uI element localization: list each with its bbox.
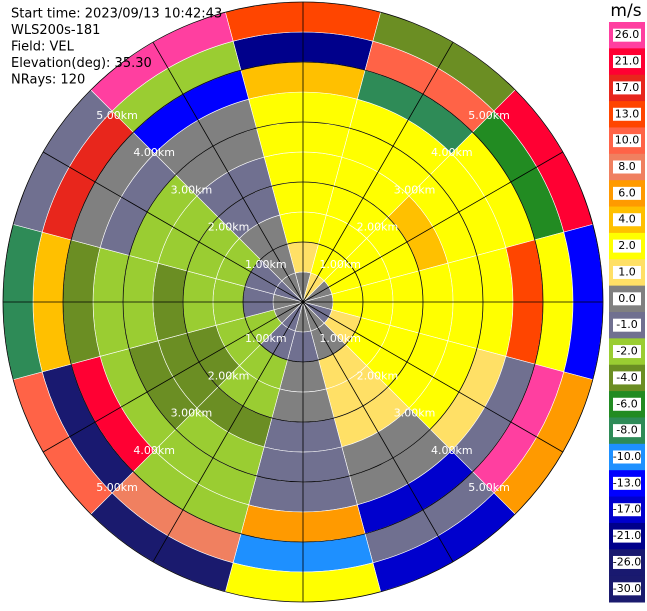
colorbar-label: -17.0	[613, 503, 641, 516]
colorbar-label: 2.0	[618, 239, 636, 252]
range-label: 2.00km	[208, 221, 250, 234]
colorbar-label-box	[613, 503, 641, 517]
colorbar-label-box	[613, 265, 641, 279]
range-label: 1.00km	[319, 258, 361, 271]
colorbar-label-box	[613, 476, 641, 490]
range-ring	[122, 121, 484, 483]
colorbar-label: -26.0	[613, 555, 641, 568]
range-label: 1.00km	[245, 332, 287, 345]
colorbar-label-box	[613, 582, 641, 596]
range-label: 2.00km	[208, 369, 250, 382]
colorbar-label: -8.0	[616, 424, 637, 437]
colorbar-label-box	[613, 292, 641, 306]
colorbar-label: -4.0	[616, 371, 637, 384]
colorbar-label: 1.0	[618, 265, 636, 278]
range-ring	[2, 1, 604, 603]
info-text: NRays: 120	[11, 73, 85, 88]
colorbar-label: -21.0	[613, 529, 641, 542]
colorbar-label-box	[613, 81, 641, 95]
colorbar-label: -10.0	[613, 450, 641, 463]
range-label: 4.00km	[133, 444, 175, 457]
info-text: Elevation(deg): 35.30	[11, 56, 152, 71]
colorbar-label-box	[613, 160, 641, 174]
range-label: 3.00km	[394, 183, 436, 196]
range-label: 2.00km	[357, 221, 399, 234]
colorbar-label-box	[613, 28, 641, 42]
colorbar-label: 0.0	[618, 292, 636, 305]
colorbar-label-box	[613, 529, 641, 543]
colorbar-label-box	[613, 555, 641, 569]
range-label: 1.00km	[319, 332, 361, 345]
colorbar-label-box	[613, 371, 641, 385]
colorbar-label: 26.0	[615, 28, 640, 41]
range-label: 5.00km	[468, 109, 510, 122]
range-label: 4.00km	[133, 146, 175, 159]
colorbar-label: -1.0	[616, 318, 637, 331]
colorbar-label: -2.0	[616, 345, 637, 358]
range-label: 3.00km	[394, 407, 436, 420]
range-label: 3.00km	[171, 407, 213, 420]
colorbar-label-box	[613, 450, 641, 464]
colorbar-label: 8.0	[618, 160, 636, 173]
unit-label: m/s	[610, 1, 641, 21]
colorbar-label: -13.0	[613, 476, 641, 489]
range-label: 4.00km	[431, 444, 473, 457]
range-label: 3.00km	[171, 183, 213, 196]
colorbar-label-box	[613, 318, 641, 332]
colorbar-label: 21.0	[615, 55, 640, 68]
range-ring	[242, 241, 364, 363]
colorbar-label-box	[613, 213, 641, 227]
colorbar-label-box	[613, 134, 641, 148]
colorbar-label: 17.0	[615, 81, 640, 94]
colorbar-label: -30.0	[613, 582, 641, 595]
range-ring	[62, 61, 544, 543]
range-label: 5.00km	[468, 481, 510, 494]
range-label: 5.00km	[96, 109, 138, 122]
ppi-plot: 1.00km 1.00km 1.00km 1.00km 2.00km 2.00km 2.00…	[2, 1, 604, 603]
range-label: 5.00km	[96, 481, 138, 494]
colorbar-label-box	[613, 424, 641, 438]
colorbar-label: 4.0	[618, 213, 636, 226]
info-text: WLS200s-181	[11, 23, 100, 38]
range-ring	[182, 181, 424, 423]
info-text: Field: VEL	[11, 40, 75, 55]
range-label: 4.00km	[431, 146, 473, 159]
info-text: Start time: 2023/09/13 10:42:43	[11, 7, 222, 22]
colorbar-label-box	[613, 55, 641, 69]
azimuth-line	[152, 41, 454, 563]
range-label: 2.00km	[357, 369, 399, 382]
colorbar-label: 10.0	[615, 134, 640, 147]
range-label: 1.00km	[245, 258, 287, 271]
colorbar-label: -6.0	[616, 397, 637, 410]
colorbar-label: 13.0	[615, 107, 640, 120]
colorbar-label-box	[613, 239, 641, 253]
colorbar: 26.0 21.0 17.0 13.0 10.0 8.0 6.0 4.0 2.0 1.0 0.0 -1…	[609, 22, 645, 603]
colorbar-label-box	[613, 107, 641, 121]
colorbar-label-box	[613, 345, 641, 359]
colorbar-label-box	[613, 186, 641, 200]
colorbar-label-box	[613, 397, 641, 411]
colorbar-label: 6.0	[618, 186, 636, 199]
